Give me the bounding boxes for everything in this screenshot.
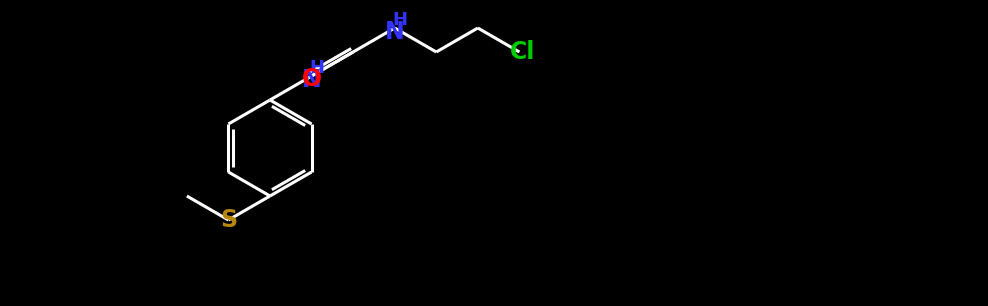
Text: H: H <box>392 11 407 29</box>
Text: O: O <box>301 67 322 91</box>
Text: N: N <box>301 68 321 92</box>
Text: N: N <box>385 20 404 44</box>
Text: H: H <box>309 59 324 77</box>
Text: Cl: Cl <box>510 40 535 64</box>
Text: S: S <box>220 208 237 232</box>
